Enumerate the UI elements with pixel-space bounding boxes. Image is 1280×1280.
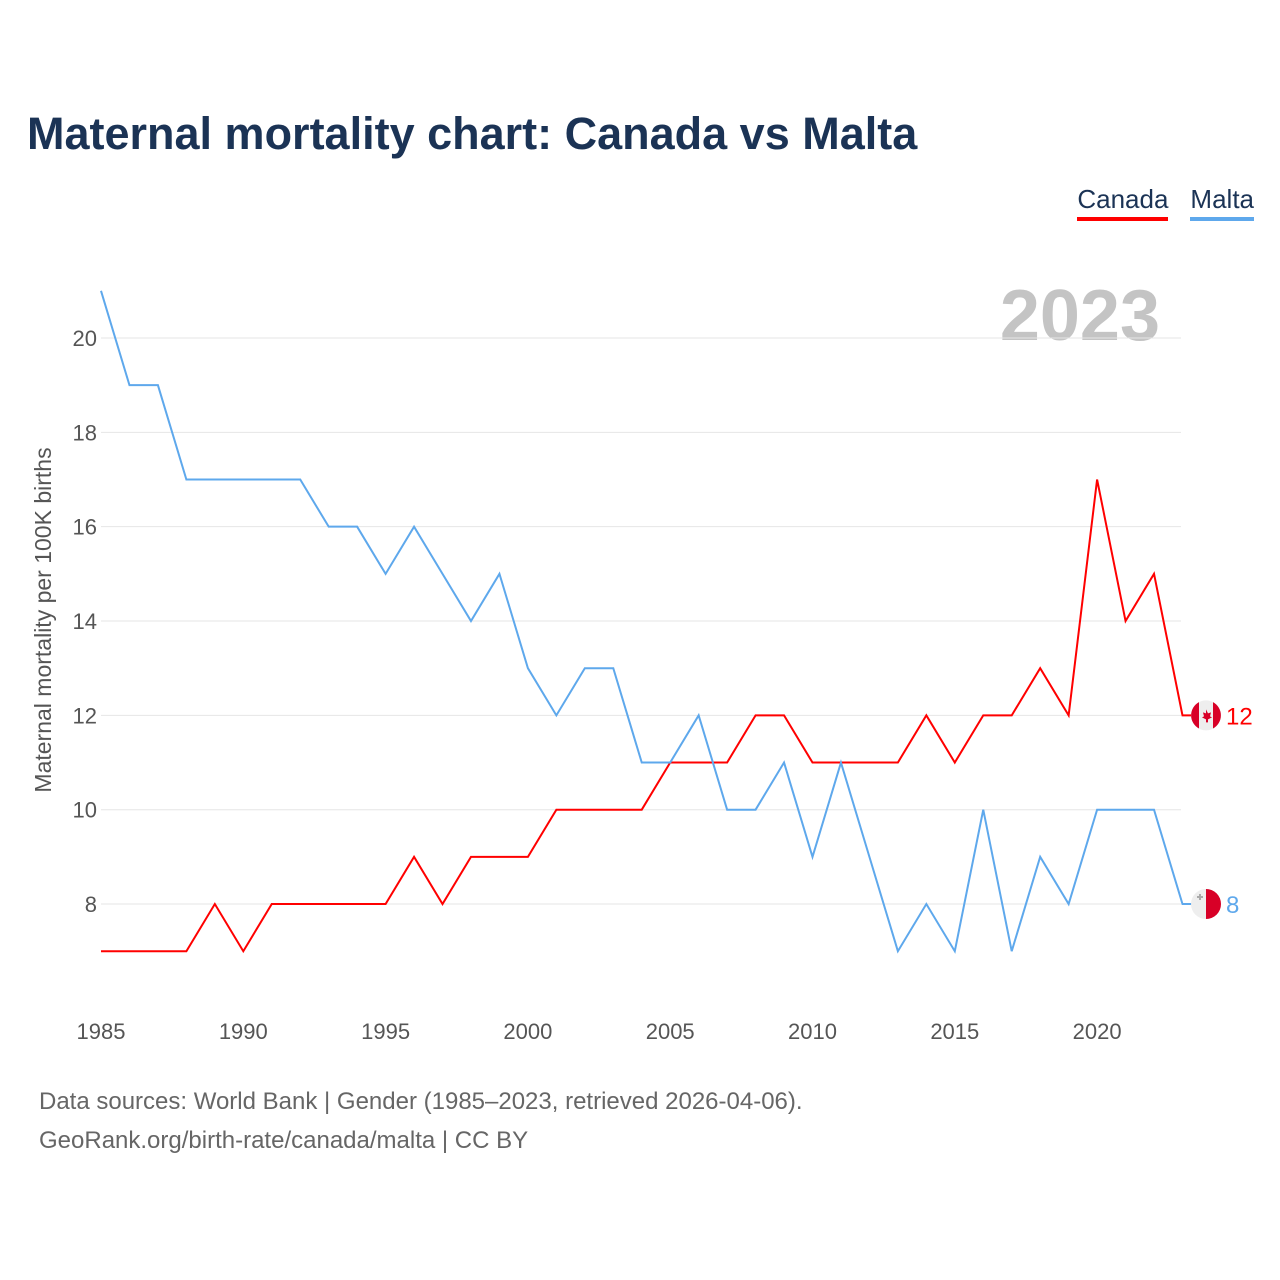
series-line-malta [100, 290, 1193, 954]
year-watermark: 2023 [1000, 276, 1160, 356]
y-tick-label: 12 [73, 703, 97, 728]
y-axis-label: Maternal mortality per 100K births [30, 447, 56, 792]
source-link[interactable]: GeoRank.org/birth-rate/canada/malta | CC… [39, 1127, 529, 1154]
y-tick-label: 8 [85, 892, 97, 917]
legend: Canada Malta [1077, 184, 1254, 221]
y-tick-label: 20 [73, 326, 97, 351]
y-tick-label: 10 [73, 798, 97, 823]
y-tick-label: 16 [73, 515, 97, 540]
x-tick-label: 2010 [788, 1019, 837, 1044]
flag-canada-icon [1191, 700, 1221, 731]
end-value-malta: 8 [1226, 892, 1239, 919]
source-note: Data sources: World Bank | Gender (1985–… [39, 1088, 803, 1115]
x-tick-label: 2020 [1073, 1019, 1122, 1044]
y-tick-label: 18 [73, 420, 97, 445]
series-line-canada [101, 479, 1193, 954]
x-tick-label: 1985 [77, 1019, 126, 1044]
x-tick-label: 2015 [930, 1019, 979, 1044]
flag-malta-icon [1191, 889, 1221, 920]
x-tick-label: 2005 [646, 1019, 695, 1044]
x-tick-label: 2000 [503, 1019, 552, 1044]
maple-leaf-icon [1202, 709, 1212, 723]
flag-band [1213, 702, 1221, 729]
chart-title: Maternal mortality chart: Canada vs Malt… [27, 108, 918, 159]
legend-malta[interactable]: Malta [1190, 184, 1254, 221]
flag-half [1206, 889, 1221, 920]
x-tick-label: 1990 [219, 1019, 268, 1044]
george-cross-icon [1197, 894, 1203, 901]
legend-canada[interactable]: Canada [1077, 184, 1169, 221]
y-tick-label: 14 [73, 609, 97, 634]
flag-band [1191, 702, 1199, 729]
end-value-canada: 12 [1226, 703, 1253, 730]
x-tick-label: 1995 [361, 1019, 410, 1044]
